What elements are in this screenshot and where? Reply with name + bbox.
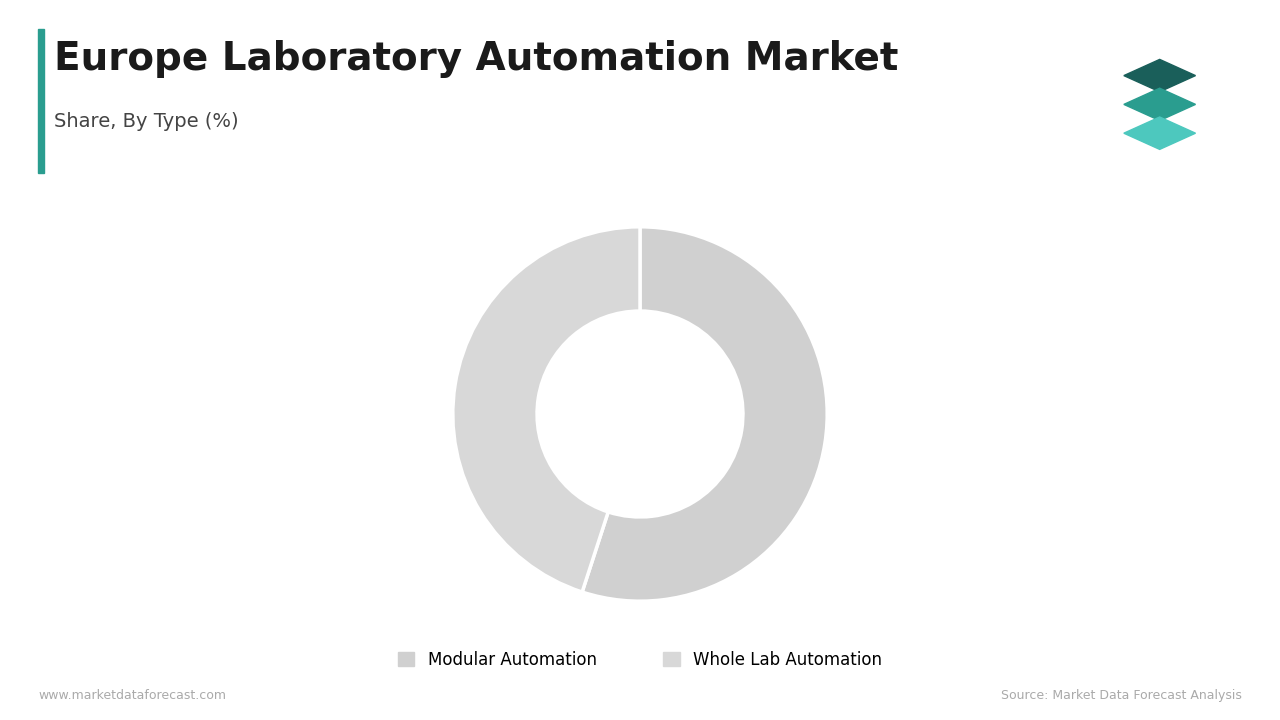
Text: Share, By Type (%): Share, By Type (%) bbox=[54, 112, 238, 130]
Text: Europe Laboratory Automation Market: Europe Laboratory Automation Market bbox=[54, 40, 899, 78]
Wedge shape bbox=[582, 227, 827, 601]
Legend: Modular Automation, Whole Lab Automation: Modular Automation, Whole Lab Automation bbox=[389, 642, 891, 677]
Wedge shape bbox=[453, 227, 640, 592]
Text: Source: Market Data Forecast Analysis: Source: Market Data Forecast Analysis bbox=[1001, 689, 1242, 702]
Text: www.marketdataforecast.com: www.marketdataforecast.com bbox=[38, 689, 227, 702]
